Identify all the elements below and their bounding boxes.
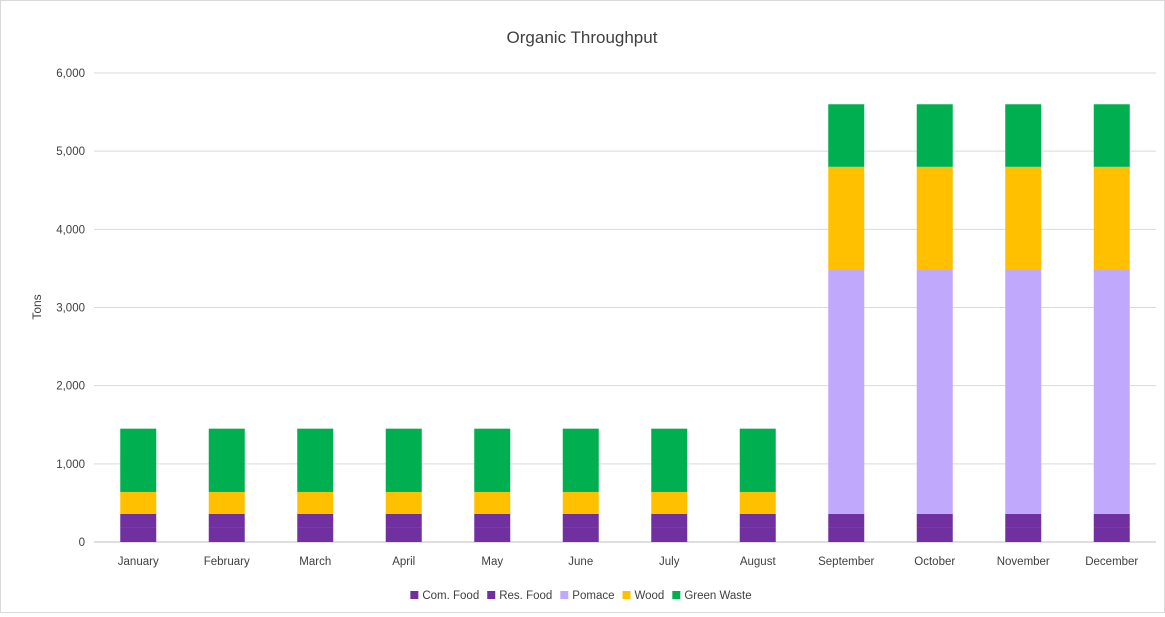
bar-segment bbox=[385, 491, 422, 514]
bar-segment bbox=[1093, 513, 1130, 528]
bar-segment bbox=[828, 104, 865, 167]
bar-segment bbox=[739, 527, 776, 542]
legend-swatch bbox=[560, 591, 569, 599]
x-tick-label: August bbox=[740, 556, 777, 568]
bar-segment bbox=[1005, 104, 1042, 167]
x-tick-label: April bbox=[392, 556, 415, 568]
bar-segment bbox=[739, 491, 776, 514]
bar-segment bbox=[916, 104, 953, 167]
legend-swatch bbox=[622, 591, 631, 599]
bar-segment bbox=[1005, 166, 1042, 270]
bar-segment bbox=[916, 269, 953, 514]
legend-swatch bbox=[410, 591, 419, 599]
bar-segment bbox=[385, 527, 422, 542]
x-tick-label: March bbox=[299, 556, 331, 568]
y-tick-label: 5,000 bbox=[56, 146, 85, 158]
bar-segment bbox=[1005, 513, 1042, 528]
bar-segment bbox=[828, 513, 865, 528]
legend-label: Wood bbox=[634, 590, 664, 602]
y-tick-label: 2,000 bbox=[56, 381, 85, 393]
x-tick-label: December bbox=[1085, 556, 1138, 568]
bar-segment bbox=[739, 428, 776, 492]
bar-segment bbox=[208, 513, 245, 528]
legend-swatch bbox=[487, 591, 496, 599]
y-tick-label: 1,000 bbox=[56, 459, 85, 471]
gridlines bbox=[94, 72, 1156, 543]
bar-segment bbox=[297, 513, 334, 528]
y-axis-label: Tons bbox=[30, 294, 44, 319]
x-tick-label: February bbox=[204, 556, 250, 568]
bar-segment bbox=[208, 527, 245, 542]
legend-label: Pomace bbox=[572, 590, 614, 602]
bar-segment bbox=[828, 527, 865, 542]
bar-segment bbox=[562, 527, 599, 542]
bar-segment bbox=[474, 513, 511, 528]
x-axis-ticks: January February March April May June July Augu… bbox=[118, 556, 1139, 568]
bar-segment bbox=[916, 166, 953, 270]
bar-segment bbox=[1005, 527, 1042, 542]
bar-segment bbox=[297, 428, 334, 492]
bar-segment bbox=[651, 527, 688, 542]
bar-segment bbox=[562, 491, 599, 514]
bar-segment bbox=[828, 166, 865, 270]
bar-segment bbox=[916, 527, 953, 542]
x-tick-label: January bbox=[118, 556, 159, 568]
legend-label: Green Waste bbox=[684, 590, 751, 602]
bar-segment bbox=[1005, 269, 1042, 514]
x-tick-label: May bbox=[481, 556, 503, 568]
bar-segment bbox=[1093, 527, 1130, 542]
y-tick-label: 3,000 bbox=[56, 303, 85, 315]
bar-segment bbox=[297, 491, 334, 514]
bar-segment bbox=[120, 491, 157, 514]
bar-segment bbox=[474, 428, 511, 492]
bar-segment bbox=[651, 491, 688, 514]
bar-segment bbox=[385, 428, 422, 492]
x-tick-label: June bbox=[568, 556, 593, 568]
bar-segment bbox=[474, 491, 511, 514]
x-tick-label: October bbox=[914, 556, 955, 568]
x-tick-label: July bbox=[659, 556, 680, 568]
bar-segment bbox=[651, 513, 688, 528]
legend-swatch bbox=[672, 591, 681, 599]
y-tick-label: 0 bbox=[79, 537, 85, 549]
bar-segment bbox=[651, 428, 688, 492]
chart-title: Organic Throughput bbox=[507, 28, 658, 47]
bar-segment bbox=[474, 527, 511, 542]
bar-segment bbox=[120, 513, 157, 528]
bar-segment bbox=[120, 527, 157, 542]
y-tick-label: 6,000 bbox=[56, 68, 85, 80]
bar-segment bbox=[208, 491, 245, 514]
y-axis-ticks: 0 1,000 2,000 3,000 4,000 5,000 6,000 bbox=[56, 68, 85, 549]
x-tick-label: November bbox=[997, 556, 1050, 568]
legend-label: Res. Food bbox=[499, 590, 552, 602]
bar-segment bbox=[1093, 166, 1130, 270]
bar-segment bbox=[562, 513, 599, 528]
bar-segment bbox=[739, 513, 776, 528]
bar-segment bbox=[208, 428, 245, 492]
bar-segment bbox=[297, 527, 334, 542]
x-tick-label: September bbox=[818, 556, 874, 568]
y-tick-label: 4,000 bbox=[56, 224, 85, 236]
bar-segment bbox=[385, 513, 422, 528]
bar-segment bbox=[120, 428, 157, 492]
bar-segment bbox=[562, 428, 599, 492]
legend: Com. Food Res. Food Pomace Wood Green Waste bbox=[410, 590, 752, 602]
bar-segment bbox=[916, 513, 953, 528]
bar-segment bbox=[1093, 269, 1130, 514]
bar-segment bbox=[828, 269, 865, 514]
bar-segment bbox=[1093, 104, 1130, 167]
legend-label: Com. Food bbox=[422, 590, 479, 602]
bars bbox=[120, 104, 1130, 542]
